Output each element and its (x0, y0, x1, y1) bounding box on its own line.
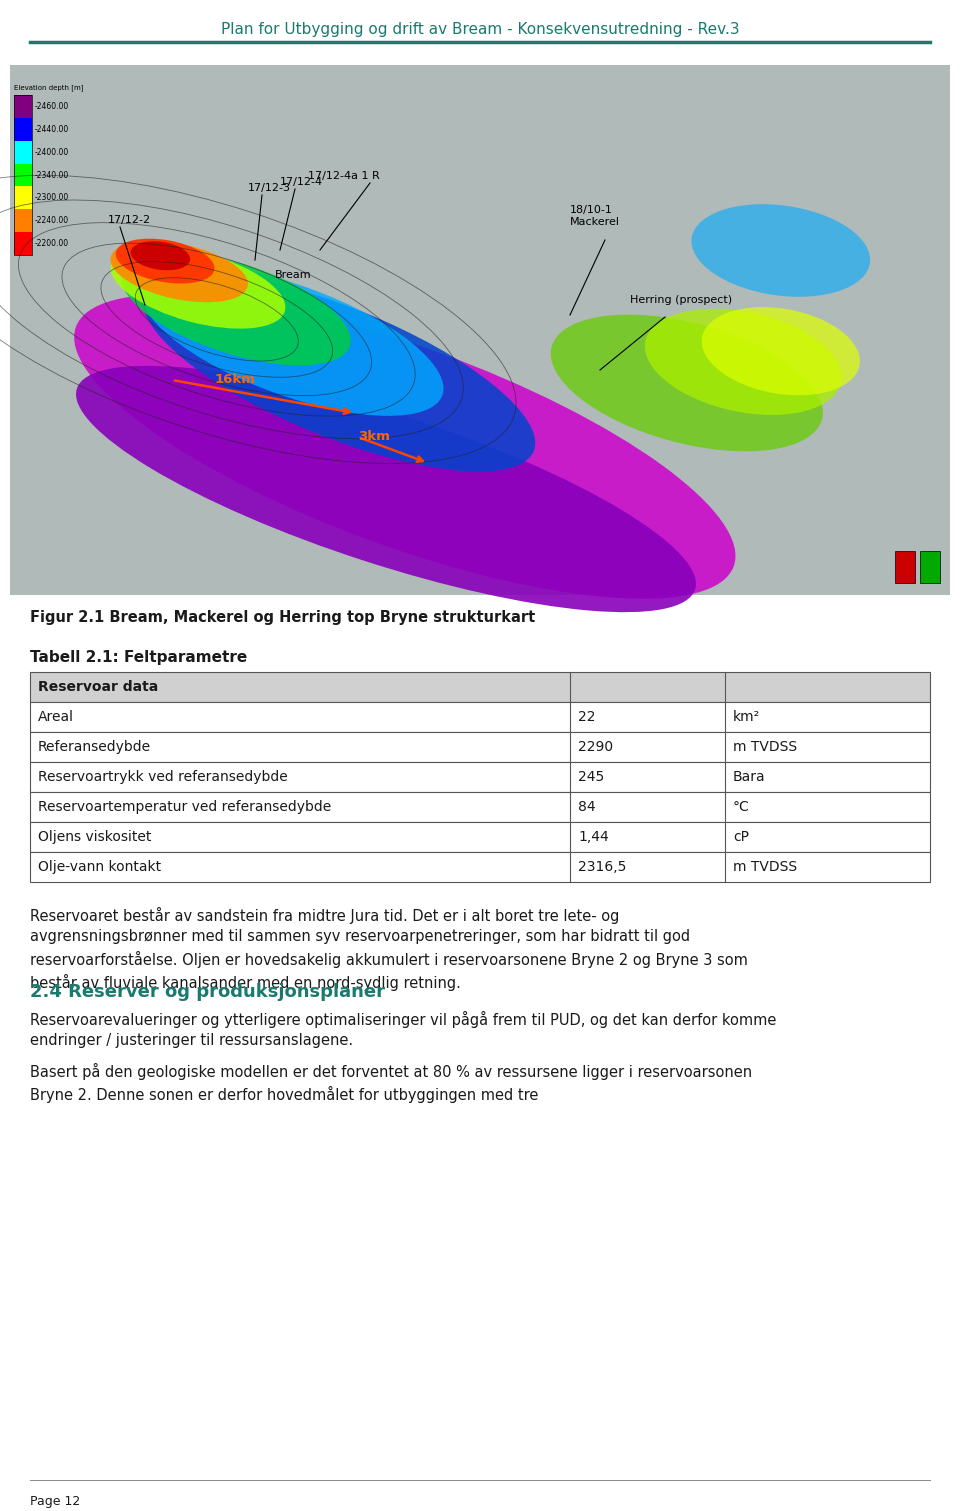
Text: 2.4 Reserver og produksjonsplaner: 2.4 Reserver og produksjonsplaner (30, 984, 385, 1000)
Bar (30, 822, 930, 852)
Text: 17/12-4: 17/12-4 (280, 177, 324, 187)
Text: Reservoartemperatur ved referansedybde: Reservoartemperatur ved referansedybde (38, 799, 331, 814)
Bar (14, 233, 32, 255)
Text: Reservoartrykk ved referansedybde: Reservoartrykk ved referansedybde (38, 771, 288, 784)
Text: 2290: 2290 (578, 740, 613, 754)
Text: 84: 84 (578, 799, 595, 814)
Text: Reservoaret består av sandstein fra midtre Jura tid. Det er i alt boret tre lete: Reservoaret består av sandstein fra midt… (30, 907, 748, 991)
Text: Referansedybde: Referansedybde (38, 740, 151, 754)
Ellipse shape (140, 266, 444, 416)
Text: Oljens viskositet: Oljens viskositet (38, 830, 152, 845)
Bar (14, 210, 32, 233)
Text: -2300.00: -2300.00 (35, 193, 69, 202)
Bar (14, 163, 32, 186)
Text: °C: °C (733, 799, 750, 814)
Text: 16km: 16km (215, 373, 256, 385)
Text: Elevation depth [m]: Elevation depth [m] (14, 85, 84, 91)
Ellipse shape (702, 307, 860, 396)
Text: -2200.00: -2200.00 (35, 239, 69, 248)
Bar (30, 672, 930, 703)
Bar (30, 731, 930, 762)
Text: 17/12-2: 17/12-2 (108, 215, 151, 225)
Ellipse shape (76, 366, 696, 612)
Ellipse shape (121, 252, 350, 366)
Ellipse shape (110, 242, 248, 302)
Ellipse shape (116, 239, 214, 284)
Bar (10, 65, 950, 595)
Text: 17/12-4a 1 R: 17/12-4a 1 R (308, 171, 380, 181)
Text: -2240.00: -2240.00 (35, 216, 69, 225)
Text: Reservoar data: Reservoar data (38, 680, 158, 694)
Text: 17/12-3: 17/12-3 (248, 183, 291, 193)
Bar (30, 792, 930, 822)
Text: Bream: Bream (275, 270, 312, 280)
Bar (920, 552, 940, 583)
Ellipse shape (645, 308, 842, 416)
Text: 18/10-1
Mackerel: 18/10-1 Mackerel (570, 205, 620, 227)
Ellipse shape (110, 246, 285, 329)
Bar (14, 141, 32, 163)
Text: 1,44: 1,44 (578, 830, 609, 845)
Bar (30, 852, 930, 882)
Bar (14, 95, 32, 255)
Text: 245: 245 (578, 771, 604, 784)
Text: Bara: Bara (733, 771, 766, 784)
Text: Plan for Utbygging og drift av Bream - Konsekvensutredning - Rev.3: Plan for Utbygging og drift av Bream - K… (221, 23, 739, 36)
Text: Page 12: Page 12 (30, 1494, 81, 1508)
Text: Basert på den geologiske modellen er det forventet at 80 % av ressursene ligger : Basert på den geologiske modellen er det… (30, 1064, 752, 1103)
Ellipse shape (143, 273, 536, 471)
Text: -2340.00: -2340.00 (35, 171, 69, 180)
Text: -2460.00: -2460.00 (35, 101, 69, 110)
Ellipse shape (551, 314, 823, 452)
Ellipse shape (74, 295, 735, 598)
Text: km²: km² (733, 710, 760, 724)
Ellipse shape (131, 242, 190, 270)
Bar (30, 762, 930, 792)
Bar (14, 95, 32, 118)
Bar (895, 552, 915, 583)
Text: cP: cP (733, 830, 749, 845)
Bar (14, 118, 32, 141)
Text: 2316,5: 2316,5 (578, 860, 626, 873)
Text: m TVDSS: m TVDSS (733, 740, 797, 754)
Text: Figur 2.1 Bream, Mackerel og Herring top Bryne strukturkart: Figur 2.1 Bream, Mackerel og Herring top… (30, 610, 536, 626)
Text: Areal: Areal (38, 710, 74, 724)
Text: Tabell 2.1: Feltparametre: Tabell 2.1: Feltparametre (30, 650, 248, 665)
Text: 3km: 3km (358, 431, 390, 443)
Bar (30, 703, 930, 731)
Text: Herring (prospect): Herring (prospect) (630, 295, 732, 305)
Text: Olje-vann kontakt: Olje-vann kontakt (38, 860, 161, 873)
Ellipse shape (691, 204, 870, 296)
Text: m TVDSS: m TVDSS (733, 860, 797, 873)
Text: -2440.00: -2440.00 (35, 125, 69, 134)
Text: 22: 22 (578, 710, 595, 724)
Bar (14, 186, 32, 210)
Text: Reservoarevalueringer og ytterligere optimaliseringer vil pågå frem til PUD, og : Reservoarevalueringer og ytterligere opt… (30, 1011, 777, 1049)
Text: -2400.00: -2400.00 (35, 148, 69, 157)
